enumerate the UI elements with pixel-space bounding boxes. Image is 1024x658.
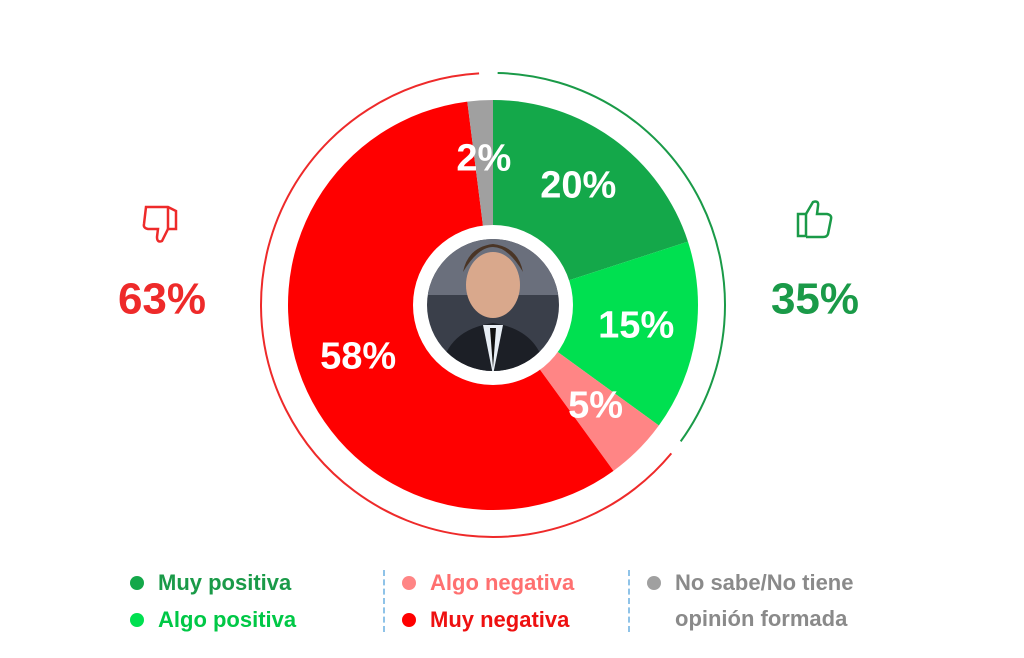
legend-label: Algo positiva <box>158 607 297 632</box>
legend-marker <box>130 613 144 627</box>
data-label: 2% <box>456 137 511 179</box>
legend-item: Algo positiva <box>130 602 296 638</box>
negative-total: 63% <box>118 275 206 324</box>
legend-label: Muy positiva <box>158 570 292 595</box>
thumbs-up-icon <box>796 200 833 239</box>
legend-item: No sabe/No tiene opinión formada <box>647 565 907 637</box>
data-label: 20% <box>540 165 616 207</box>
donut-segment <box>493 241 698 426</box>
legend-label: Muy negativa <box>430 607 570 632</box>
positive-total: 35% <box>771 275 859 324</box>
legend-separator <box>383 570 385 632</box>
legend-label: No sabe/No tiene opinión formada <box>675 570 854 631</box>
positive-arc <box>497 72 726 442</box>
legend-item: Muy negativa <box>402 602 569 638</box>
legend-label: Algo negativa <box>430 570 575 595</box>
legend-item: Algo negativa <box>402 565 574 601</box>
legend-marker <box>402 613 416 627</box>
legend-marker <box>402 576 416 590</box>
data-label: 5% <box>568 385 623 427</box>
data-label: 15% <box>598 305 674 347</box>
thumbs-down-icon <box>142 205 178 243</box>
legend-separator <box>628 570 630 632</box>
legend-marker <box>130 576 144 590</box>
legend-item: Muy positiva <box>130 565 291 601</box>
data-label: 58% <box>320 335 396 377</box>
legend-marker <box>647 576 661 590</box>
negative-arc <box>260 72 673 538</box>
